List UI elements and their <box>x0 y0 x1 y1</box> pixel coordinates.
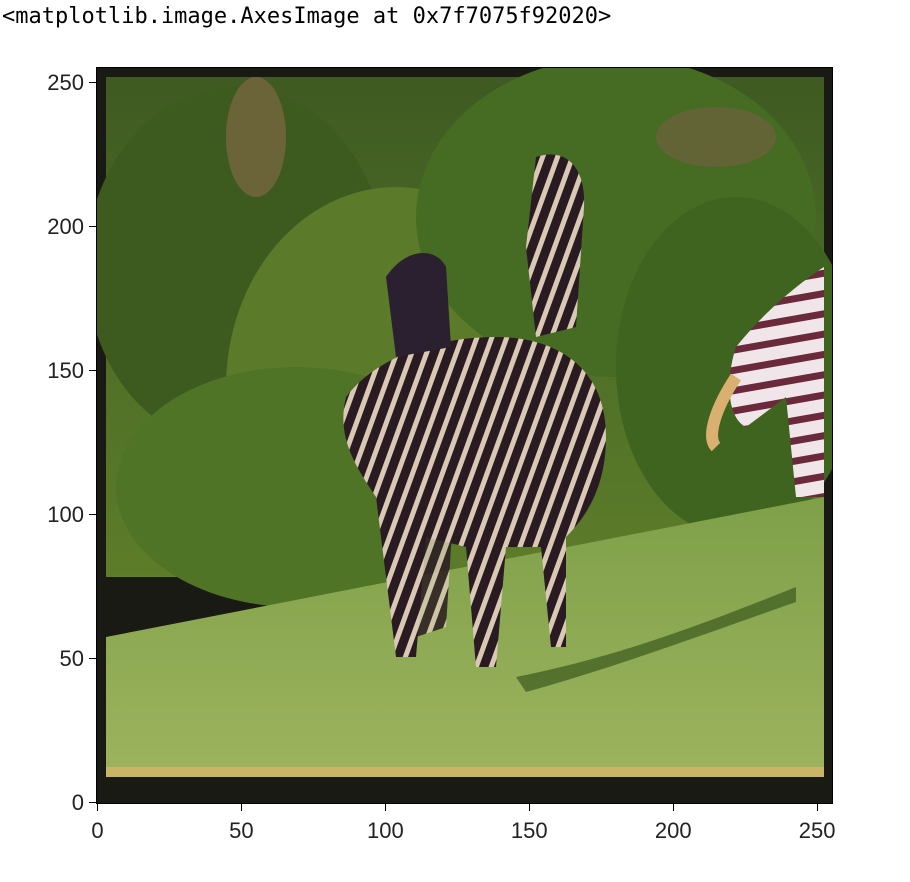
x-tick-label: 0 <box>91 818 104 843</box>
y-tick-label: 0 <box>71 789 84 815</box>
x-tick-label: 250 <box>798 818 836 843</box>
image-axes <box>96 67 833 804</box>
x-tick-mark <box>528 804 530 811</box>
x-tick-mark <box>96 804 98 811</box>
y-tick-label: 100 <box>47 501 84 527</box>
y-tick-mark <box>89 82 96 84</box>
y-tick-mark <box>89 514 96 516</box>
y-tick-label: 200 <box>47 213 84 239</box>
y-tick-mark <box>89 802 96 804</box>
x-tick-mark <box>672 804 674 811</box>
x-tick-mark <box>816 804 818 811</box>
x-tick-label: 50 <box>229 818 254 843</box>
x-tick-label: 150 <box>510 818 548 843</box>
y-tick-mark <box>89 370 96 372</box>
y-tick-mark <box>89 226 96 228</box>
x-tick-label: 200 <box>654 818 692 843</box>
cell-output-text: <matplotlib.image.AxesImage at 0x7f7075f… <box>2 4 612 29</box>
x-tick-mark <box>384 804 386 811</box>
x-tick-label: 100 <box>366 818 404 843</box>
y-tick-label: 150 <box>47 357 84 383</box>
y-tick-label: 250 <box>47 69 84 95</box>
y-tick-label: 50 <box>59 645 84 671</box>
y-tick-mark <box>89 658 96 660</box>
x-tick-mark <box>240 804 242 811</box>
generated-zebra-image <box>96 67 833 804</box>
